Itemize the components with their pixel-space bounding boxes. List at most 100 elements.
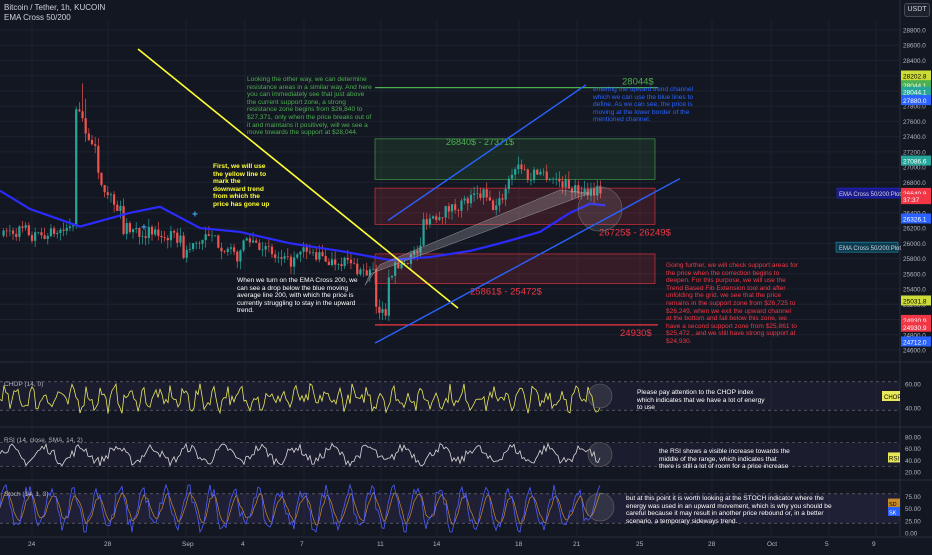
candle — [403, 262, 406, 264]
highlight-circle — [587, 383, 613, 409]
candle — [24, 225, 27, 228]
price-tag — [901, 86, 931, 97]
highlight-circle-stoch — [585, 492, 615, 522]
candle — [381, 309, 384, 313]
candle — [131, 229, 135, 233]
candle — [390, 275, 394, 278]
ema-200-line — [0, 189, 606, 262]
candle — [214, 235, 217, 237]
x-tick-label: 24 — [28, 541, 36, 548]
candle — [122, 206, 125, 234]
price-tag-label: 28044.1 — [903, 90, 927, 97]
price-tag — [901, 155, 931, 166]
candle — [463, 198, 466, 201]
candle — [558, 178, 561, 182]
candle — [173, 231, 176, 233]
candle — [40, 232, 43, 236]
candle — [43, 235, 46, 239]
candle — [548, 178, 551, 180]
pane-y-tick: 40.00 — [905, 458, 921, 465]
candle — [286, 256, 289, 257]
price-tag — [901, 194, 931, 205]
candle — [179, 235, 182, 243]
candle — [599, 185, 602, 194]
y-tick-label: 27400.0 — [903, 134, 926, 141]
rsi-pane-label: RSI (14, close, SMA, 14, 2) — [4, 437, 83, 444]
candle — [100, 172, 103, 185]
candle — [37, 232, 40, 233]
x-tick-label: 18 — [515, 541, 523, 548]
x-tick-label: 28 — [708, 541, 716, 548]
x-tick-label: 9 — [872, 541, 876, 548]
price-tag-label: 28202.8 — [903, 74, 927, 81]
candle — [223, 251, 226, 252]
candle — [53, 228, 56, 234]
candle — [233, 247, 236, 252]
candle — [529, 180, 533, 181]
candle — [97, 145, 100, 173]
price-tag — [901, 213, 931, 224]
candle — [195, 242, 198, 244]
indicator-legend[interactable]: EMA Cross 50/200 — [4, 13, 71, 22]
chop-pane-label: CHOP (14, 0) — [4, 381, 43, 388]
candle — [450, 204, 454, 212]
candle — [375, 268, 378, 307]
price-tag-label: 25031.8 — [903, 298, 927, 305]
candle — [425, 219, 428, 225]
candle — [384, 309, 387, 316]
stoch-pane-label: Stoch (14, 1, 3) — [4, 491, 48, 498]
chart-title: Bitcoin / Tether, 1h, KUCOIN — [4, 3, 106, 12]
candle — [394, 262, 397, 276]
stoch-k-line — [0, 483, 601, 534]
x-tick-label: 5 — [825, 541, 829, 548]
candle — [277, 257, 280, 258]
candle — [308, 251, 311, 253]
candle — [353, 263, 356, 264]
candle — [406, 262, 409, 264]
note-resistance: Looking the other way, we can determine … — [247, 76, 372, 137]
candle — [536, 169, 539, 175]
candle — [321, 252, 324, 256]
ema-plot-tag-label: EMA Cross 50/200:Plot — [839, 192, 901, 198]
candle — [289, 256, 293, 267]
candle — [596, 185, 599, 196]
x-tick-label: 28 — [104, 541, 112, 548]
candle — [523, 169, 526, 170]
candle — [68, 226, 71, 228]
candle — [593, 188, 596, 196]
pane-y-tick: 40.00 — [905, 406, 921, 413]
candle — [176, 232, 179, 243]
candle — [204, 234, 207, 241]
x-tick-label: 4 — [241, 541, 245, 548]
candle — [466, 198, 469, 204]
candle — [302, 247, 305, 252]
candle — [586, 189, 589, 196]
channel-upper-line — [387, 84, 587, 222]
price-tag-label: 24930.9 — [903, 325, 927, 332]
candle — [78, 109, 81, 112]
candle — [185, 249, 188, 258]
price-tag — [901, 95, 931, 106]
x-tick-label: 14 — [433, 541, 441, 548]
price-tag-label: 27086.6 — [903, 159, 927, 166]
candles — [2, 83, 602, 322]
candle — [542, 171, 545, 173]
candle — [46, 236, 49, 239]
candle — [485, 189, 488, 198]
candle — [220, 247, 223, 252]
candle — [75, 109, 78, 226]
candle — [59, 229, 62, 233]
candle — [226, 248, 229, 252]
chop-tag-label: CHOP — [884, 395, 901, 401]
ema-cross-marker: + — [141, 222, 147, 233]
candle — [210, 235, 214, 237]
candle — [103, 184, 106, 193]
candle — [520, 164, 523, 170]
currency-button[interactable]: USDT — [904, 3, 930, 17]
candle — [160, 235, 163, 238]
price-tag — [901, 80, 931, 91]
candle — [154, 229, 157, 235]
candle — [349, 259, 353, 264]
candle — [94, 144, 97, 146]
